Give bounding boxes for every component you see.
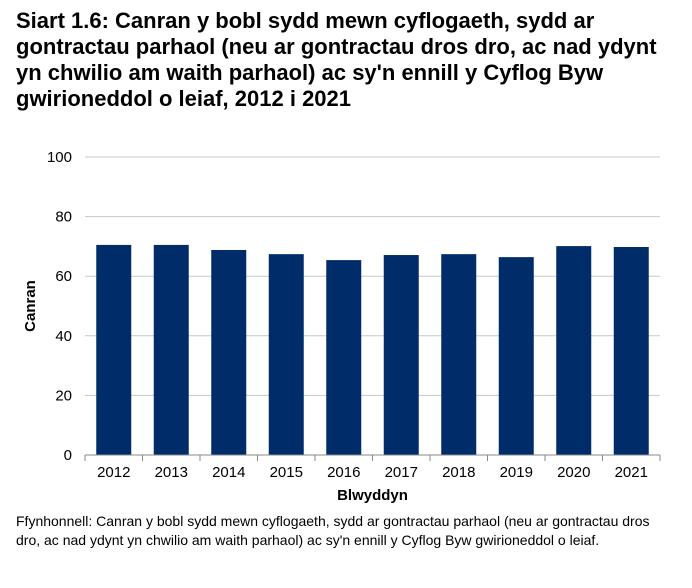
bar-2017	[383, 255, 419, 455]
x-tick-label: 2021	[615, 464, 648, 481]
y-tick-label: 40	[55, 328, 72, 345]
x-tick-label: 2015	[270, 464, 303, 481]
bar-2021	[613, 246, 649, 455]
bar-2019	[498, 257, 534, 455]
y-tick-label: 100	[47, 149, 72, 166]
x-tick-label: 2020	[557, 464, 590, 481]
bar-2015	[268, 254, 304, 455]
x-tick-label: 2017	[385, 464, 418, 481]
bar-2014	[211, 249, 247, 455]
x-tick-label: 2019	[500, 464, 533, 481]
y-tick-label: 60	[55, 268, 72, 285]
x-tick-label: 2012	[97, 464, 130, 481]
x-tick-label: 2016	[327, 464, 360, 481]
x-tick-label: 2013	[155, 464, 188, 481]
bar-2013	[153, 244, 189, 455]
y-tick-label: 0	[64, 447, 72, 464]
y-axis-label: Canran	[22, 280, 39, 332]
y-tick-label: 20	[55, 387, 72, 404]
bar-2016	[326, 260, 362, 455]
bar-2020	[556, 246, 592, 455]
bar-2018	[441, 254, 477, 455]
x-tick-label: 2014	[212, 464, 245, 481]
x-axis-label: Blwyddyn	[337, 487, 408, 504]
source-note: Ffynhonnell: Canran y bobl sydd mewn cyf…	[16, 513, 650, 548]
y-tick-label: 80	[55, 209, 72, 226]
x-tick-label: 2018	[442, 464, 475, 481]
bar-2012	[96, 244, 132, 455]
chart-title: Siart 1.6: Canran y bobl sydd mewn cyflo…	[16, 8, 657, 111]
